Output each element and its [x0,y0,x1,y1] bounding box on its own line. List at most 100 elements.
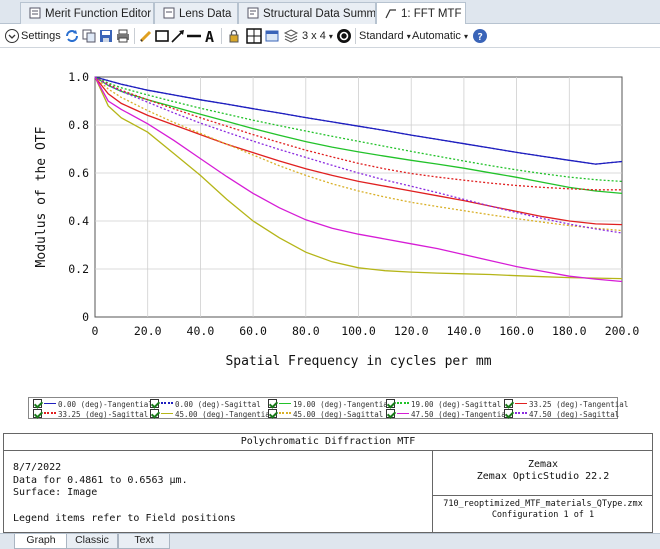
y-axis-label: Modulus of the OTF [34,126,49,267]
x-tick-label: 0 [92,324,99,338]
legend-label: 45.00 (deg)-Tangential [175,410,275,419]
info-date: 8/7/2022 [13,462,62,473]
view-tab-bar: Graph Classic Text [0,533,660,549]
help-icon[interactable]: ? [472,28,488,44]
save-icon[interactable] [98,28,114,44]
legend-item[interactable]: 19.00 (deg)-Tangential [268,399,392,409]
tab-merit-function-editor[interactable]: Merit Function Editor [20,2,154,24]
layout-dropdown[interactable]: 3 x 4 ▾ [302,27,333,45]
refresh-icon[interactable] [64,28,80,44]
window-icon[interactable] [264,28,280,44]
rectangle-icon[interactable] [154,28,170,44]
info-file: 710_reoptimized_MTF_materials_QType.zmx [443,499,643,509]
legend-swatch [515,403,527,404]
tab-lens-data[interactable]: Lens Data [154,2,238,24]
legend-item[interactable]: 33.25 (deg)-Tangential [504,399,628,409]
legend-swatch [44,403,56,404]
lens-data-icon [163,7,175,19]
svg-text:?: ? [477,32,483,43]
standard-dropdown[interactable]: Standard ▾ [359,27,411,45]
legend-checkbox[interactable] [268,399,277,408]
tab-text[interactable]: Text [118,534,170,549]
tab-label: 1: FFT MTF [401,8,462,20]
tab-label: Merit Function Editor [45,8,152,20]
legend-swatch [279,412,291,414]
info-company: Zemax [527,459,559,470]
print-icon[interactable] [115,28,131,44]
legend-checkbox[interactable] [150,399,159,408]
text-annotation-icon[interactable]: A [203,28,219,44]
dropdown-arrow-icon: ▾ [328,32,333,41]
legend-label: 47.50 (deg)-Sagittal [529,410,620,419]
series-line [94,76,623,232]
legend-item[interactable]: 0.00 (deg)-Sagittal [150,399,261,409]
mtf-icon [385,9,396,19]
info-config: Configuration 1 of 1 [491,510,595,520]
legend-item[interactable]: 19.00 (deg)-Sagittal [386,399,501,409]
legend-checkbox[interactable] [33,399,42,408]
pencil-icon[interactable] [138,28,154,44]
automatic-dropdown[interactable]: Automatic ▾ [412,27,468,45]
lock-icon[interactable] [226,28,242,44]
x-tick-label: 40.0 [187,324,215,338]
legend-checkbox[interactable] [150,409,159,418]
x-axis-label: Spatial Frequency in cycles per mm [225,354,491,369]
legend-checkbox[interactable] [33,409,42,418]
y-tick-label: 0.8 [68,118,89,132]
legend-checkbox[interactable] [504,399,513,408]
tab-label: Lens Data [179,8,232,20]
legend-item[interactable]: 0.00 (deg)-Tangential [33,399,153,409]
toolbar-separator [134,28,135,44]
info-title: Polychromatic Diffraction MTF [4,434,652,451]
dropdown-arrow-icon: ▾ [406,32,411,41]
tab-graph[interactable]: Graph [14,534,68,549]
copy-icon[interactable] [81,28,97,44]
chevron-down-circle-icon[interactable] [4,28,20,44]
document-tab-bar: Merit Function Editor Lens Data Structur… [0,0,660,25]
x-tick-label: 180.0 [552,324,587,338]
arrow-icon[interactable] [170,28,186,44]
settings-button[interactable]: Settings [21,30,61,42]
legend-swatch [44,412,56,414]
layers-icon[interactable] [283,28,299,44]
toolbar-separator [355,28,356,44]
legend-label: 45.00 (deg)-Sagittal [293,410,384,419]
info-details: 8/7/2022 Data for 0.4861 to 0.6563 µm. S… [13,462,188,500]
mtf-plot-area: 0 20.0 40.0 60.0 80.0 100.0 120.0 140.0 160.0 180… [0,49,660,435]
tab-structural-data-summary[interactable]: Structural Data Summary [238,2,376,24]
zemax-logo-icon[interactable] [336,28,352,44]
legend-checkbox[interactable] [268,409,277,418]
info-company-box: Zemax Zemax OpticStudio 22.2 [433,451,653,496]
legend-item[interactable]: 33.25 (deg)-Sagittal [33,409,148,419]
dropdown-arrow-icon: ▾ [463,32,468,41]
legend-checkbox[interactable] [504,409,513,418]
tab-label: Structural Data Summary [263,8,376,20]
x-tick-label: 60.0 [239,324,267,338]
series-line [94,76,623,280]
tab-fft-mtf[interactable]: 1: FFT MTF✕ [376,2,466,25]
legend-item[interactable]: 47.50 (deg)-Sagittal [504,409,619,419]
x-tick-label: 20.0 [134,324,162,338]
info-file-box: 710_reoptimized_MTF_materials_QType.zmx … [433,496,653,521]
y-tick-label: 0 [82,310,89,324]
legend-item[interactable]: 45.00 (deg)-Sagittal [268,409,383,419]
legend-label: 0.00 (deg)-Sagittal [175,400,261,409]
line-icon[interactable] [186,28,202,44]
series-line [94,76,623,283]
layout-label: 3 x 4 [302,30,326,42]
legend-swatch [397,402,409,404]
legend-checkbox[interactable] [386,409,395,418]
series-line [94,76,623,226]
chart-legend: 0.00 (deg)-Tangential 0.00 (deg)-Sagittal… [28,397,628,419]
y-tick-label: 0.6 [68,166,89,180]
legend-item[interactable]: 45.00 (deg)-Tangential [150,409,274,419]
y-tick-label: 0.4 [68,214,89,228]
x-tick-label: 80.0 [292,324,320,338]
legend-label: 33.25 (deg)-Tangential [529,400,629,409]
x-tick-label: 120.0 [394,324,429,338]
tab-classic[interactable]: Classic [66,534,118,549]
legend-item[interactable]: 47.50 (deg)-Tangential [386,409,510,419]
legend-checkbox[interactable] [386,399,395,408]
grid-layout-icon[interactable] [246,28,262,44]
legend-label: 0.00 (deg)-Tangential [58,400,153,409]
